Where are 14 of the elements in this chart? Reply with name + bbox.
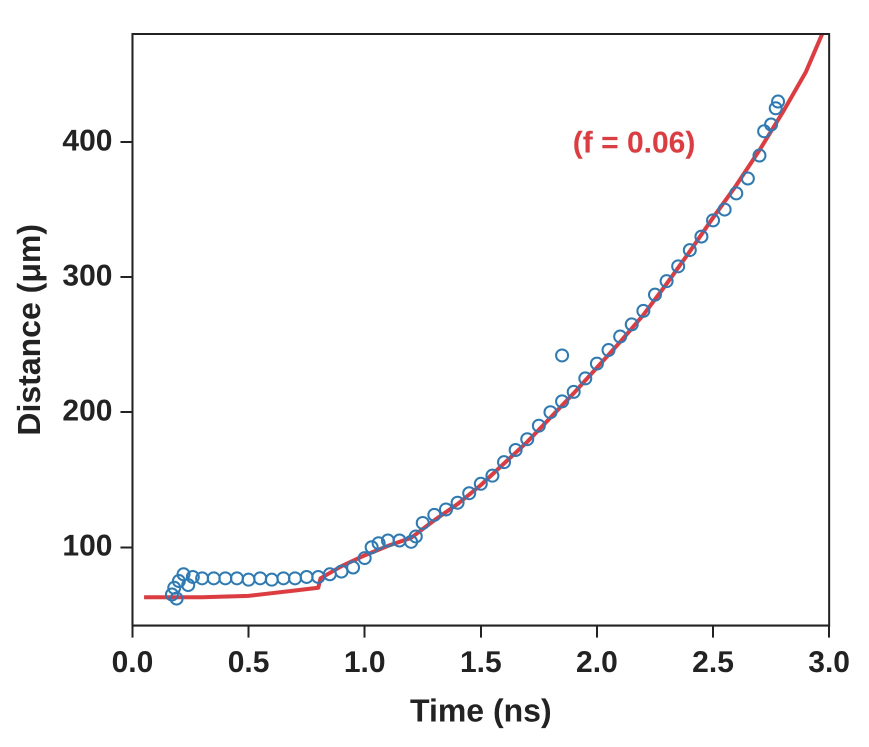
x-tick-label: 1.0 [344,646,386,679]
x-tick-label: 2.0 [576,646,618,679]
x-tick-label: 0.5 [228,646,270,679]
annotation: (f = 0.06) [572,126,696,160]
y-tick-label: 100 [62,530,112,563]
x-tick-label: 3.0 [808,646,850,679]
x-axis-title: Time (ns) [410,692,552,729]
x-tick-label: 2.5 [692,646,734,679]
y-tick-label: 300 [62,259,112,292]
x-tick-label: 0.0 [112,646,154,679]
y-axis-title: Distance (μm) [11,224,48,436]
y-tick-label: 400 [62,124,112,158]
x-tick-label: 1.5 [460,646,502,679]
y-tick-label: 200 [62,394,112,428]
